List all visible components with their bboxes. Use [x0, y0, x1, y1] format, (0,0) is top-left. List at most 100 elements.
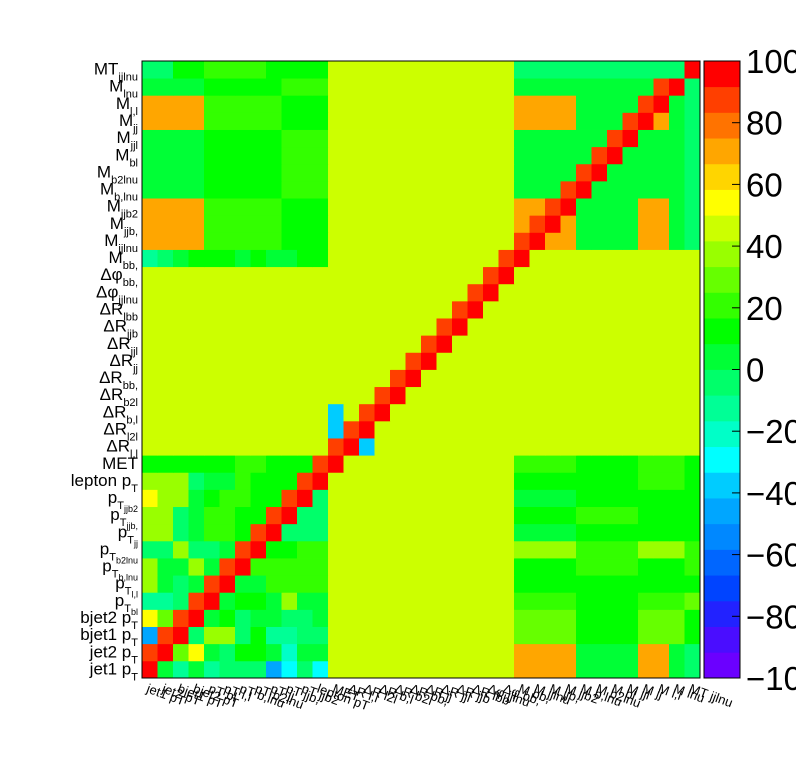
heatmap-cell [390, 146, 406, 165]
heatmap-cell [343, 575, 360, 593]
heatmap-cell [653, 335, 670, 353]
heatmap-cell [607, 266, 623, 285]
heatmap-cell [669, 403, 685, 422]
heatmap-cell [250, 643, 267, 662]
heatmap-cell [173, 300, 189, 319]
heatmap-cell [297, 198, 313, 216]
heatmap-cell [467, 335, 484, 353]
heatmap-cell [142, 506, 158, 525]
heatmap-cell [514, 626, 530, 645]
heatmap-cell [529, 249, 546, 268]
heatmap-cell [452, 455, 468, 473]
heatmap-cell [467, 95, 484, 113]
heatmap-cell [560, 558, 577, 576]
heatmap-cell [157, 180, 174, 199]
heatmap-cell [142, 523, 158, 542]
heatmap-cell [250, 420, 267, 439]
heatmap-cell [266, 660, 282, 679]
color-scale-segment [704, 652, 740, 679]
heatmap-cell [142, 438, 158, 456]
heatmap-cell [188, 300, 205, 319]
heatmap-cell [235, 660, 251, 679]
heatmap-cell [250, 369, 267, 388]
heatmap-cell [436, 266, 453, 285]
heatmap-cell [266, 540, 282, 559]
heatmap-cell [312, 300, 329, 319]
heatmap-cell [529, 592, 546, 610]
heatmap-cell [235, 112, 251, 130]
heatmap-cell [545, 455, 561, 473]
heatmap-cell [591, 180, 608, 199]
y-tick-label: pTb2lnu [100, 540, 138, 566]
heatmap-cell [653, 592, 670, 610]
heatmap-cell [204, 112, 220, 130]
heatmap-cell [204, 232, 220, 250]
heatmap-cell [467, 318, 484, 336]
heatmap-cell [312, 318, 329, 336]
heatmap-cell [142, 163, 158, 182]
x-tick-label: M jj [641, 681, 665, 702]
heatmap-cell [653, 369, 670, 388]
heatmap-cell [157, 232, 174, 250]
heatmap-cell [188, 335, 205, 353]
heatmap-cell [669, 540, 685, 559]
heatmap-cell [514, 61, 530, 79]
heatmap-cell [514, 180, 530, 199]
heatmap-cell [188, 558, 205, 576]
heatmap-cell [219, 558, 236, 576]
heatmap-cell [328, 318, 344, 336]
heatmap-cell [483, 129, 499, 148]
heatmap-cell [452, 472, 468, 490]
heatmap-cell [343, 403, 360, 422]
heatmap-cell [436, 420, 453, 439]
heatmap-cell [607, 455, 623, 473]
heatmap-cell [157, 420, 174, 439]
heatmap-cell [421, 335, 437, 353]
heatmap-cell [467, 592, 484, 610]
color-scale-label: −100 [746, 660, 796, 697]
heatmap-cell [529, 95, 546, 113]
heatmap-cell [545, 609, 561, 627]
heatmap-cell [312, 112, 329, 130]
heatmap-cell [436, 438, 453, 456]
heatmap-cell [483, 283, 499, 302]
heatmap-cell [529, 78, 546, 96]
color-scale-segment [704, 163, 740, 190]
heatmap-cell [173, 558, 189, 576]
heatmap-cell [653, 198, 670, 216]
heatmap-cell [452, 335, 468, 353]
heatmap-cell [545, 318, 561, 336]
heatmap-cell [436, 61, 453, 79]
heatmap-cell [204, 163, 220, 182]
heatmap-cell [359, 592, 375, 610]
heatmap-cell [157, 438, 174, 456]
heatmap-cell [622, 592, 639, 610]
heatmap-cell [421, 146, 437, 165]
heatmap-cell [560, 198, 577, 216]
heatmap-cell [312, 386, 329, 405]
heatmap-cell [188, 146, 205, 165]
heatmap-cell [622, 609, 639, 627]
heatmap-cell [498, 558, 515, 576]
heatmap-cell [638, 318, 654, 336]
heatmap-cell [638, 249, 654, 268]
heatmap-cell [235, 626, 251, 645]
heatmap-cell [669, 266, 685, 285]
heatmap-cell [669, 575, 685, 593]
heatmap-cell [374, 198, 391, 216]
heatmap-cell [359, 78, 375, 96]
heatmap-cell [297, 112, 313, 130]
heatmap-cell [498, 523, 515, 542]
heatmap-cell [343, 506, 360, 525]
heatmap-cell [281, 472, 298, 490]
heatmap-cell [576, 146, 592, 165]
heatmap-cell [638, 146, 654, 165]
heatmap-cell [374, 318, 391, 336]
heatmap-cell [483, 386, 499, 405]
heatmap-cell [390, 180, 406, 199]
heatmap-cell [483, 335, 499, 353]
heatmap-cell [390, 112, 406, 130]
heatmap-cell [188, 575, 205, 593]
heatmap-cell [622, 249, 639, 268]
heatmap-cell [266, 472, 282, 490]
